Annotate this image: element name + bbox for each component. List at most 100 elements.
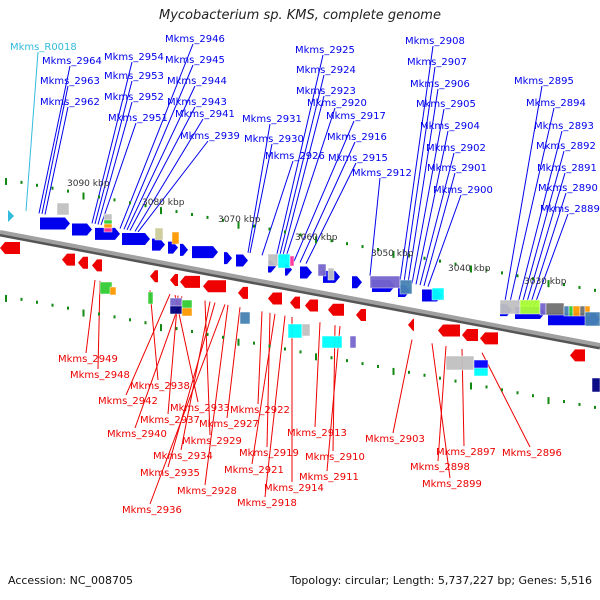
leader-line — [293, 120, 355, 262]
cog-box — [317, 263, 327, 277]
gene-label-forward[interactable]: Mkms_2908 — [405, 36, 465, 47]
gene-label-reverse[interactable]: Mkms_2928 — [177, 486, 237, 497]
gene-label-reverse[interactable]: Mkms_2922 — [230, 405, 290, 416]
gene-label-reverse[interactable]: Mkms_2940 — [107, 429, 167, 440]
gene-label-forward[interactable]: Mkms_2891 — [537, 163, 597, 174]
tick-mark — [160, 207, 162, 215]
gene-label-reverse[interactable]: Mkms_2942 — [98, 396, 158, 407]
gene-label-reverse[interactable]: Mkms_2897 — [436, 447, 496, 458]
cog-box — [369, 275, 401, 289]
tick-mark — [439, 376, 441, 380]
gene-label-reverse[interactable]: Mkms_2896 — [502, 448, 562, 459]
leader-line — [509, 107, 555, 303]
tick-mark — [485, 268, 488, 272]
tick-mark — [144, 204, 147, 208]
gene-label-forward[interactable]: Mkms_2964 — [42, 56, 102, 67]
forward-gene — [236, 254, 248, 267]
leader-line — [399, 45, 434, 282]
gene-label-forward[interactable]: Mkms_2893 — [534, 121, 594, 132]
gene-label-forward[interactable]: Mkms_2945 — [165, 55, 225, 66]
tick-mark — [547, 397, 550, 405]
gene-label-reverse[interactable]: Mkms_2948 — [70, 370, 130, 381]
gene-label-forward[interactable]: Mkms_2946 — [165, 34, 225, 45]
gene-label-forward[interactable]: Mkms_2894 — [526, 98, 586, 109]
gene-label-forward[interactable]: Mkms_2892 — [536, 141, 596, 152]
gene-label-forward[interactable]: Mkms_2944 — [167, 76, 227, 87]
gene-label-reverse[interactable]: Mkms_2899 — [422, 479, 482, 490]
leader-line — [411, 108, 445, 284]
gene-label-forward[interactable]: Mkms_2943 — [167, 97, 227, 108]
gene-label-reverse[interactable]: Mkms_2918 — [237, 498, 297, 509]
gene-label-forward[interactable]: Mkms_2901 — [427, 163, 487, 174]
gene-label-reverse[interactable]: Mkms_2910 — [305, 452, 365, 463]
gene-label-reverse[interactable]: Mkms_2914 — [264, 483, 324, 494]
gene-label-reverse[interactable]: Mkms_2949 — [58, 354, 118, 365]
leader-line — [85, 279, 96, 354]
leader-line — [284, 107, 336, 260]
leader-line — [264, 315, 286, 498]
gene-label-reverse[interactable]: Mkms_2936 — [122, 505, 182, 516]
gene-label-forward[interactable]: Mkms_2889 — [540, 204, 600, 215]
gene-label-reverse[interactable]: Mkms_2921 — [224, 465, 284, 476]
tick-mark — [51, 303, 54, 307]
gene-label-forward[interactable]: Mkms_2912 — [352, 168, 412, 179]
gene-label-reverse[interactable]: Mkms_2929 — [182, 436, 242, 447]
gene-label-forward[interactable]: Mkms_2907 — [407, 57, 467, 68]
gene-label-forward[interactable]: Mkms_2895 — [514, 76, 574, 87]
cog-box — [103, 223, 113, 229]
gene-label-forward[interactable]: Mkms_2906 — [410, 79, 470, 90]
gene-label-forward[interactable]: Mkms_2930 — [244, 134, 304, 145]
gene-label-forward[interactable]: Mkms_2900 — [433, 185, 493, 196]
gene-label-forward[interactable]: Mkms_R0018 — [10, 42, 77, 53]
gene-label-forward[interactable]: Mkms_2926 — [265, 151, 325, 162]
gene-label-forward[interactable]: Mkms_2953 — [104, 71, 164, 82]
gene-label-reverse[interactable]: Mkms_2937 — [140, 415, 200, 426]
gene-label-forward[interactable]: Mkms_2952 — [104, 92, 164, 103]
gene-label-forward[interactable]: Mkms_2902 — [426, 143, 486, 154]
leader-line — [529, 192, 567, 306]
tick-mark — [563, 283, 565, 287]
genome-title: Mycobacterium sp. KMS, complete genome — [159, 8, 441, 23]
tick-mark — [253, 224, 255, 228]
tick-mark — [82, 309, 85, 317]
gene-label-forward[interactable]: Mkms_2951 — [108, 113, 168, 124]
gene-label-forward[interactable]: Mkms_2931 — [242, 114, 302, 125]
gene-label-forward[interactable]: Mkms_2923 — [296, 86, 356, 97]
gene-label-reverse[interactable]: Mkms_2935 — [140, 468, 200, 479]
leader-line — [204, 304, 229, 486]
cog-box — [539, 302, 547, 316]
gene-label-forward[interactable]: Mkms_2954 — [104, 52, 164, 63]
gene-label-forward[interactable]: Mkms_2890 — [538, 183, 598, 194]
gene-label-reverse[interactable]: Mkms_2938 — [130, 381, 190, 392]
gene-label-forward[interactable]: Mkms_2939 — [180, 131, 240, 142]
tick-mark — [36, 300, 38, 304]
gene-label-forward[interactable]: Mkms_2904 — [420, 121, 480, 132]
gene-label-reverse[interactable]: Mkms_2919 — [239, 448, 299, 459]
gene-label-forward[interactable]: Mkms_2905 — [416, 99, 476, 110]
gene-label-reverse[interactable]: Mkms_2934 — [153, 451, 213, 462]
gene-label-reverse[interactable]: Mkms_2933 — [170, 403, 230, 414]
cog-box — [56, 202, 70, 216]
gene-label-reverse[interactable]: Mkms_2898 — [410, 462, 470, 473]
leader-line — [517, 130, 563, 304]
leader-line — [305, 162, 357, 264]
tick-mark — [485, 385, 488, 389]
tick-mark — [36, 183, 38, 187]
gene-label-reverse[interactable]: Mkms_2927 — [199, 419, 259, 430]
gene-label-forward[interactable]: Mkms_2963 — [40, 76, 100, 87]
scale-label: 3090 kbp — [67, 179, 110, 189]
gene-label-forward[interactable]: Mkms_2916 — [327, 132, 387, 143]
gene-label-forward[interactable]: Mkms_2920 — [307, 98, 367, 109]
cog-box — [349, 335, 357, 349]
gene-label-forward[interactable]: Mkms_2924 — [296, 65, 356, 76]
gene-label-forward[interactable]: Mkms_2917 — [326, 111, 386, 122]
gene-label-reverse[interactable]: Mkms_2913 — [287, 428, 347, 439]
accession-label: Accession: NC_008705 — [8, 574, 134, 587]
gene-label-forward[interactable]: Mkms_2915 — [328, 153, 388, 164]
gene-label-forward[interactable]: Mkms_2962 — [40, 97, 100, 108]
gene-label-forward[interactable]: Mkms_2925 — [295, 45, 355, 56]
gene-label-reverse[interactable]: Mkms_2903 — [365, 434, 425, 445]
gene-label-forward[interactable]: Mkms_2941 — [175, 109, 235, 120]
gene-label-reverse[interactable]: Mkms_2911 — [299, 472, 359, 483]
